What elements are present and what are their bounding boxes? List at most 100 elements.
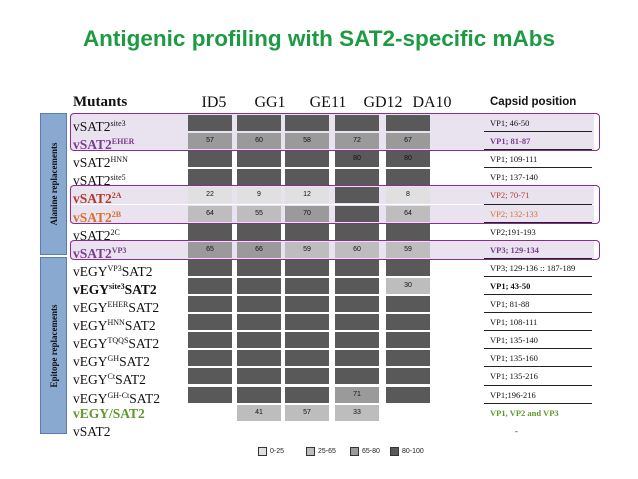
capsid-underline [484,257,592,259]
legend-swatch [390,446,399,456]
value-cell-gd12 [335,368,379,385]
highlight-frame [70,113,600,152]
capsid-underline [484,402,592,404]
value-cell-id5 [188,259,232,276]
value-cell-id5 [188,151,232,168]
mutant-name: vSAT22C [73,227,120,243]
group-label-alanine: Alanine replacements [40,113,67,255]
value-cell-gd12 [335,350,379,367]
value-cell-ge11: 59 [285,241,329,258]
capsid-position: VP3; 129-136 :: 187-189 [490,262,576,273]
value-cell-da10 [386,259,430,276]
capsid-underline [484,131,592,133]
value-cell-da10 [386,169,430,186]
value-cell-gd12 [335,187,379,204]
value-cell-id5 [188,386,232,403]
value-cell-id5 [188,368,232,385]
capsid-position: VP1; 81-87 [490,136,531,147]
legend-item: 65-80 [350,446,380,458]
capsid-underline [484,221,592,223]
capsid-underline [484,312,592,314]
value-cell-gg1: 41 [237,404,281,421]
capsid-position: VP3; 129-134 [490,244,539,255]
value-cell-da10: 30 [386,277,430,294]
mutant-superscript: TQQS [107,336,129,346]
mutant-superscript: site3 [109,281,125,291]
highlight-frame [70,239,600,260]
mutant-superscript: 2C [110,227,120,237]
value-cell-id5: 22 [188,187,232,204]
mutant-superscript: 2A [111,191,122,201]
capsid-position: VP1; 43-50 [490,280,531,291]
group-label-epitope: Epitope replacements [40,257,67,434]
value-cell-ge11: 57 [285,404,329,421]
capsid-position: VP2;191-193 [490,226,536,237]
value-cell-gd12: 60 [335,241,379,258]
value-cell-ge11 [285,277,329,294]
value-cell-ge11: 70 [285,205,329,222]
capsid-position: VP1; 81-88 [490,299,530,309]
value-cell-gg1 [237,115,281,131]
value-cell-ge11: 58 [285,133,329,150]
value-cell-id5 [188,223,232,240]
legend-swatch [258,446,267,456]
value-cell-ge11: 12 [285,187,329,204]
mutant-superscript: VP3 [111,245,127,255]
value-cell-gd12 [335,277,379,294]
capsid-position: VP1; 109-111 [490,154,538,165]
mutant-superscript: site3 [110,119,126,128]
legend-label: 80-100 [402,448,424,455]
value-cell-id5: 64 [188,205,232,222]
value-cell-id5: 57 [188,133,232,150]
capsid-position: VP2; 70-71 [490,190,530,201]
value-cell-gg1: 66 [237,241,281,258]
highlight-frame [70,185,600,224]
mutant-name: vEGYVP3SAT2 [73,263,153,279]
value-cell-gg1 [237,277,281,294]
value-cell-gd12 [335,169,379,186]
value-cell-id5 [188,314,232,331]
table-row [70,403,594,422]
value-cell-ge11 [285,169,329,186]
value-cell-da10 [386,350,430,367]
value-cell-id5 [188,296,232,312]
value-cell-gg1: 9 [237,187,281,204]
capsid-underline [484,366,592,368]
capsid-underline [484,149,592,151]
capsid-position: VP1; 135-140 [490,335,538,346]
value-cell-da10: 80 [386,151,430,168]
value-cell-ge11 [285,151,329,168]
value-cell-ge11 [285,223,329,240]
value-cell-gd12 [335,223,379,240]
capsid-position: VP1; 46-50 [490,118,530,128]
capsid-underline [484,330,592,332]
header-mab-id5: ID5 [201,94,227,111]
mutant-name: vEGYGHSAT2 [73,354,150,370]
mutant-superscript: EHER [107,300,129,309]
value-cell-da10 [386,296,430,312]
value-cell-gd12 [335,314,379,331]
value-cell-gd12 [335,205,379,222]
mutant-name: vEGYTQQSSAT2 [73,336,160,352]
mutant-name: vEGYGH-CtSAT2 [73,390,161,406]
legend-item: 80-100 [390,446,424,458]
mutant-superscript: GH [107,354,120,364]
value-cell-gg1 [237,223,281,240]
capsid-position: VP1; 108-111 [490,317,538,328]
capsid-underline [484,294,592,295]
legend-swatch [306,446,315,456]
mutant-name: vEGY/SAT2 [73,405,145,421]
capsid-underline [484,384,592,386]
group-label-epitope-text: Epitope replacements [48,303,59,388]
header-mab-ge11: GE11 [309,94,347,111]
capsid-position: VP1; 137-140 [490,172,538,183]
value-cell-ge11 [285,368,329,385]
value-cell-da10 [386,332,430,349]
value-cell-ge11 [285,259,329,276]
table-row [70,421,594,440]
value-cell-gg1 [237,259,281,276]
mutant-name: vSAT2VP3 [73,245,127,261]
value-cell-id5 [188,277,232,294]
capsid-position: - [515,425,518,436]
value-cell-gg1: 55 [237,205,281,222]
